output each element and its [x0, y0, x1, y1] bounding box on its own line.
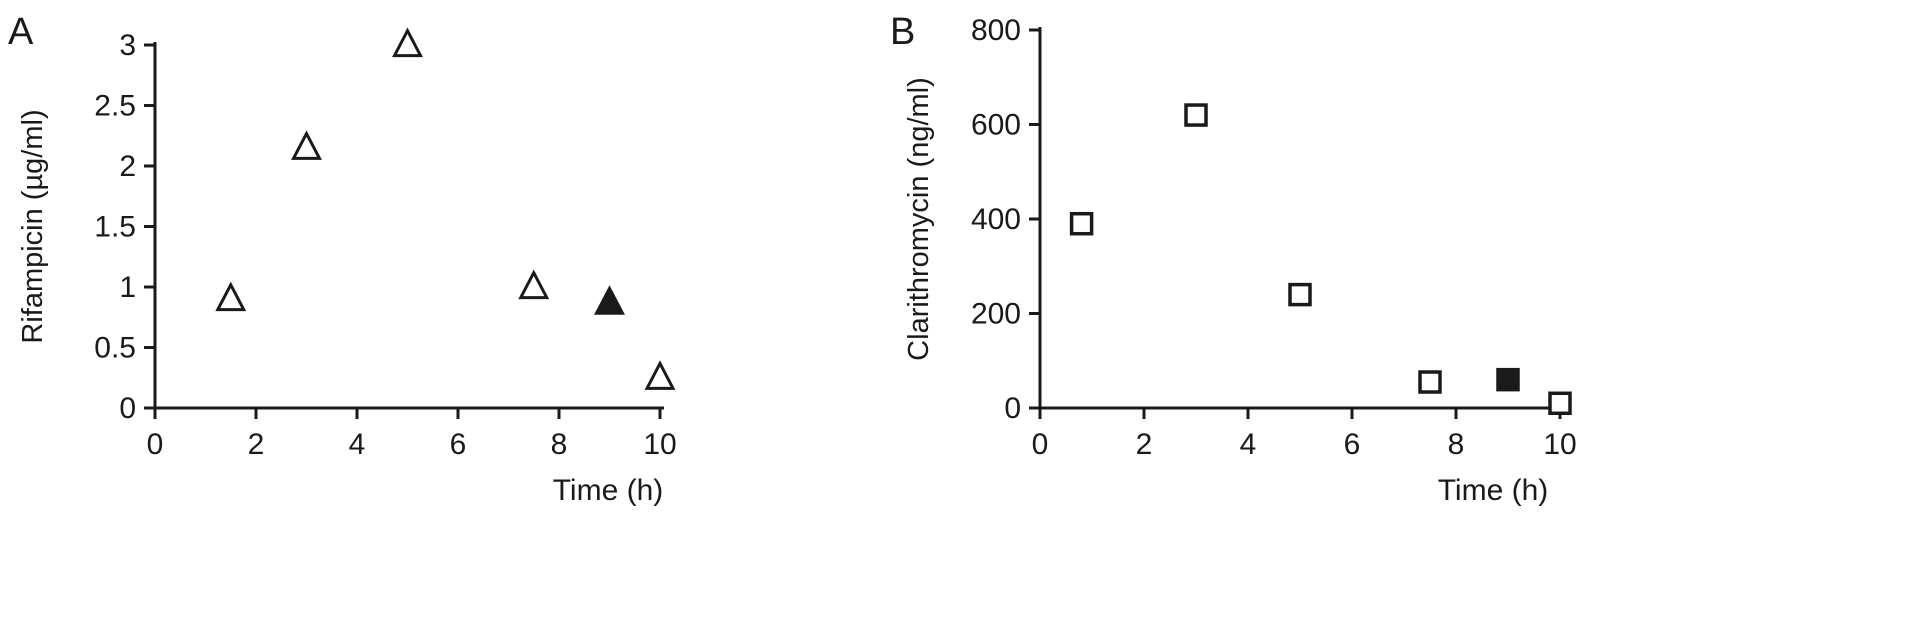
x-axis-label: Time (h) [1438, 474, 1549, 507]
x-tick-label: 8 [551, 428, 568, 461]
open-triangle-marker [518, 269, 550, 300]
x-tick-label: 8 [1448, 428, 1465, 461]
y-tick-label: 2 [119, 150, 136, 183]
y-tick-label: 1 [119, 271, 136, 304]
open-triangle-marker [392, 27, 423, 58]
panel-label-b: B [890, 11, 915, 53]
x-tick-label: 0 [1032, 428, 1049, 461]
y-tick-label: 3 [119, 29, 136, 62]
x-tick-label: 4 [349, 428, 366, 461]
x-tick-label: 2 [248, 428, 265, 461]
y-tick-label: 400 [971, 203, 1021, 236]
y-tick-label: 2.5 [94, 90, 136, 123]
open-square-marker [1069, 211, 1094, 236]
y-tick-label: 800 [971, 14, 1021, 47]
filled-square-marker [1496, 367, 1520, 392]
open-triangle-marker [291, 130, 322, 160]
y-tick-label: 1.5 [94, 211, 136, 244]
open-square-marker [1288, 282, 1312, 307]
x-tick-label: 6 [1344, 428, 1361, 461]
y-axis-label: Rifampicin (µg/ml) [17, 109, 49, 343]
x-tick-label: 6 [450, 428, 467, 461]
filled-triangle-marker [594, 285, 625, 315]
y-tick-label: 0 [119, 392, 136, 425]
open-triangle-marker [215, 281, 247, 312]
panel-label-a: A [8, 11, 34, 53]
x-axis-label: Time (h) [553, 474, 664, 507]
x-tick-label: 10 [643, 428, 676, 461]
x-tick-label: 0 [147, 428, 164, 461]
y-tick-label: 0.5 [94, 332, 136, 365]
y-tick-label: 600 [971, 109, 1021, 142]
open-triangle-marker [644, 360, 676, 390]
open-square-marker [1418, 370, 1442, 394]
open-square-marker [1184, 103, 1208, 127]
x-tick-label: 10 [1543, 428, 1576, 461]
open-square-marker [1548, 391, 1572, 416]
x-tick-label: 2 [1136, 428, 1153, 461]
x-tick-label: 4 [1240, 428, 1257, 461]
y-axis-label: Clarithromycin (ng/ml) [903, 77, 935, 361]
y-tick-label: 200 [971, 298, 1021, 331]
y-tick-label: 0 [1004, 392, 1021, 425]
